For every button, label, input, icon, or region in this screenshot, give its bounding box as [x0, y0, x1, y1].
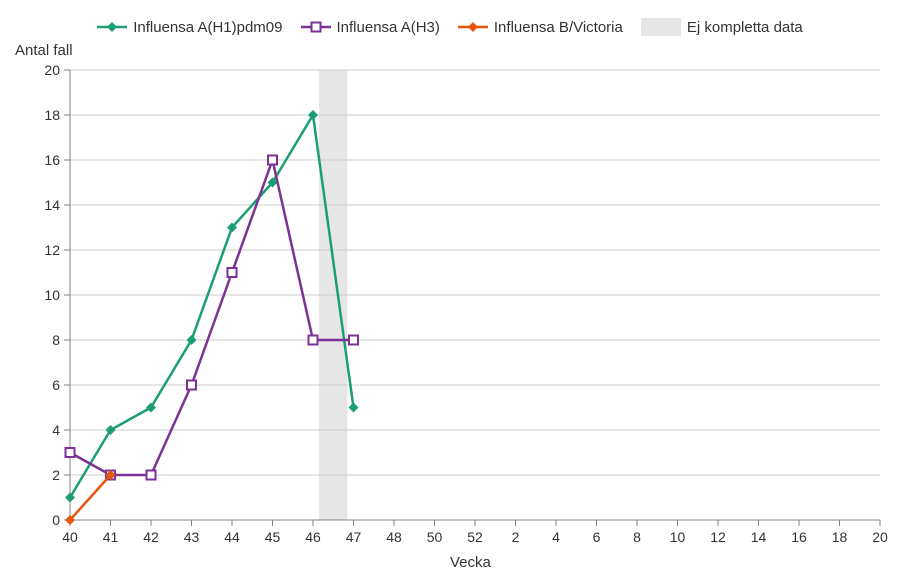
y-tick-label: 4 — [52, 422, 60, 438]
y-tick-label: 10 — [44, 287, 60, 303]
y-tick-label: 0 — [52, 512, 60, 528]
y-tick-label: 6 — [52, 377, 60, 393]
data-marker — [268, 156, 277, 165]
legend-label: Ej kompletta data — [687, 19, 803, 36]
x-tick-label: 46 — [305, 529, 321, 545]
legend-item: Influensa A(H3) — [301, 19, 440, 36]
chart-canvas: 0246810121416182040414243444546474850522… — [0, 0, 900, 584]
legend-label: Influensa A(H1)pdm09 — [133, 19, 282, 36]
legend-item-incomplete: Ej kompletta data — [641, 18, 803, 36]
legend-item: Influensa A(H1)pdm09 — [97, 19, 282, 36]
x-tick-label: 18 — [832, 529, 848, 545]
legend-label: Influensa A(H3) — [337, 19, 440, 36]
x-tick-label: 52 — [467, 529, 483, 545]
data-marker — [147, 471, 156, 480]
data-marker — [228, 268, 237, 277]
x-tick-label: 44 — [224, 529, 240, 545]
x-tick-label: 48 — [386, 529, 402, 545]
legend-swatch-incomplete — [641, 18, 681, 36]
y-tick-label: 18 — [44, 107, 60, 123]
chart-legend: Influensa A(H1)pdm09 Influensa A(H3) Influ… — [0, 18, 900, 36]
data-marker — [66, 448, 75, 457]
x-tick-label: 12 — [710, 529, 726, 545]
x-tick-label: 41 — [103, 529, 119, 545]
x-tick-label: 47 — [346, 529, 362, 545]
y-tick-label: 8 — [52, 332, 60, 348]
y-axis-title: Antal fall — [15, 42, 73, 59]
data-marker — [187, 381, 196, 390]
x-tick-label: 40 — [62, 529, 78, 545]
x-tick-label: 50 — [427, 529, 443, 545]
x-tick-label: 2 — [512, 529, 520, 545]
y-tick-label: 2 — [52, 467, 60, 483]
x-tick-label: 16 — [791, 529, 807, 545]
y-tick-label: 16 — [44, 152, 60, 168]
y-tick-label: 14 — [44, 197, 60, 213]
x-tick-label: 14 — [751, 529, 767, 545]
y-tick-label: 20 — [44, 62, 60, 78]
x-axis-title: Vecka — [450, 554, 491, 571]
influenza-line-chart: Influensa A(H1)pdm09 Influensa A(H3) Influ… — [0, 0, 900, 584]
x-tick-label: 4 — [552, 529, 560, 545]
legend-label: Influensa B/Victoria — [494, 19, 623, 36]
x-tick-label: 45 — [265, 529, 281, 545]
data-marker — [309, 336, 318, 345]
x-tick-label: 43 — [184, 529, 200, 545]
y-tick-label: 12 — [44, 242, 60, 258]
x-tick-label: 6 — [593, 529, 601, 545]
x-tick-label: 20 — [872, 529, 888, 545]
x-tick-label: 10 — [670, 529, 686, 545]
legend-item: Influensa B/Victoria — [458, 19, 623, 36]
x-tick-label: 42 — [143, 529, 159, 545]
x-tick-label: 8 — [633, 529, 641, 545]
data-marker — [349, 336, 358, 345]
